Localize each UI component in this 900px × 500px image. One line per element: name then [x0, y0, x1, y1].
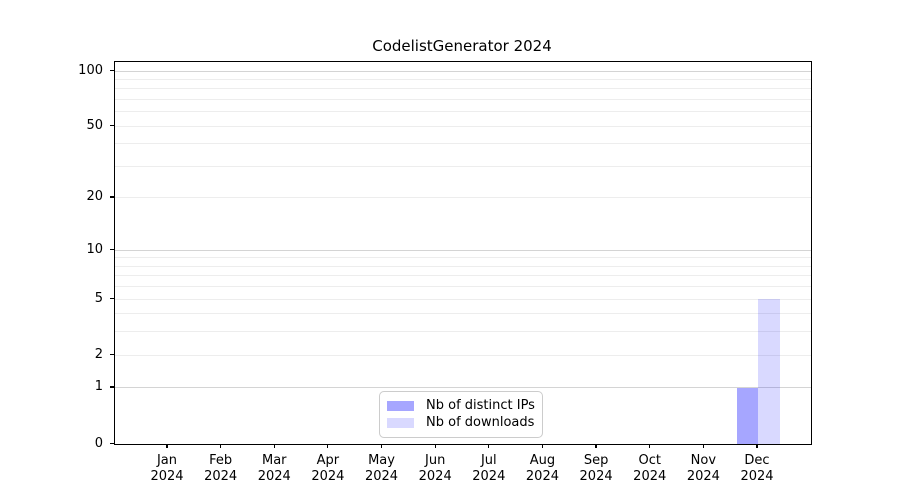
- x-tick-label-month: Apr: [316, 453, 340, 468]
- x-tick: [488, 444, 490, 448]
- minor-gridline: [115, 331, 811, 333]
- distinct-ips-swatch: [387, 400, 414, 411]
- minor-gridline: [115, 354, 811, 356]
- x-tick: [434, 444, 436, 448]
- y-tick: [110, 248, 114, 250]
- y-tick-label: 1: [94, 379, 103, 395]
- legend: Nb of distinct IPs Nb of downloads: [379, 391, 543, 438]
- minor-gridline: [115, 143, 811, 145]
- x-tick-label: Feb 2024: [194, 453, 248, 484]
- x-tick-label-month: Oct: [638, 453, 661, 468]
- minor-gridline: [115, 78, 811, 80]
- y-tick-label: 2: [94, 346, 103, 362]
- minor-gridline: [115, 257, 811, 259]
- x-tick-label: Apr 2024: [301, 453, 355, 484]
- minor-gridline: [115, 275, 811, 277]
- major-gridline: [115, 387, 811, 389]
- x-tick-label-year: 2024: [418, 468, 452, 484]
- x-tick-label-year: 2024: [257, 468, 291, 484]
- minor-gridline: [115, 166, 811, 167]
- y-tick-label: 50: [86, 117, 103, 133]
- chart-title: CodelistGenerator 2024: [372, 37, 552, 55]
- x-tick-label-year: 2024: [472, 468, 506, 484]
- legend-item-downloads: Nb of downloads: [387, 414, 534, 431]
- bar-downloads: [758, 299, 780, 444]
- x-tick-label-month: Nov: [690, 453, 717, 468]
- x-tick: [649, 444, 651, 448]
- x-tick-label-month: Jul: [480, 453, 497, 468]
- x-tick-label-month: Feb: [209, 453, 233, 468]
- y-tick-label: 5: [94, 290, 103, 306]
- minor-gridline: [115, 111, 811, 113]
- y-tick: [110, 442, 114, 444]
- y-tick-label: 100: [78, 62, 103, 78]
- x-tick-label-month: Jun: [425, 453, 446, 468]
- x-tick-label-year: 2024: [204, 468, 238, 484]
- legend-label: Nb of distinct IPs: [426, 398, 535, 413]
- x-tick: [220, 444, 222, 448]
- x-tick-label-month: Mar: [262, 453, 287, 468]
- x-tick-label: Jan 2024: [140, 453, 194, 484]
- y-tick-label: 0: [94, 435, 103, 451]
- plot-area: [114, 61, 812, 445]
- y-tick: [110, 353, 114, 355]
- x-tick-label: Jun 2024: [408, 453, 462, 484]
- bar-distinct-ips: [736, 387, 758, 444]
- x-tick-label-year: 2024: [579, 468, 613, 484]
- y-tick: [110, 386, 114, 388]
- x-tick-label-year: 2024: [525, 468, 559, 484]
- minor-gridline: [115, 88, 811, 90]
- downloads-swatch: [387, 417, 414, 428]
- y-tick-label: 10: [86, 241, 103, 257]
- legend-label: Nb of downloads: [426, 415, 535, 430]
- x-tick-label-month: May: [368, 453, 395, 468]
- minor-gridline: [115, 313, 811, 315]
- x-tick-label: Aug 2024: [515, 453, 569, 484]
- x-tick-label: Dec 2024: [730, 453, 784, 484]
- y-tick: [110, 69, 114, 71]
- x-tick: [702, 444, 704, 448]
- major-gridline: [115, 70, 811, 72]
- x-tick-label: Mar 2024: [247, 453, 301, 484]
- x-tick-label-year: 2024: [150, 468, 184, 484]
- x-tick: [595, 444, 597, 448]
- x-tick-label: Oct 2024: [623, 453, 677, 484]
- x-tick-label-year: 2024: [311, 468, 345, 484]
- y-tick-label: 20: [86, 189, 103, 205]
- x-tick-label-year: 2024: [364, 468, 399, 484]
- x-tick-label-year: 2024: [633, 468, 667, 484]
- x-tick: [327, 444, 329, 448]
- minor-gridline: [115, 265, 811, 267]
- minor-gridline: [115, 286, 811, 288]
- minor-gridline: [115, 298, 811, 300]
- x-tick-label: Nov 2024: [676, 453, 730, 484]
- y-tick: [110, 297, 114, 299]
- x-tick: [380, 444, 383, 448]
- x-tick-label-month: Sep: [583, 453, 609, 468]
- x-tick-label-year: 2024: [686, 468, 720, 484]
- y-tick: [110, 124, 114, 126]
- major-gridline: [115, 249, 811, 251]
- legend-item-distinct-ips: Nb of distinct IPs: [387, 397, 535, 414]
- x-tick-label-month: Aug: [529, 453, 556, 468]
- minor-gridline: [115, 125, 811, 127]
- x-tick-label: Jul 2024: [462, 453, 516, 484]
- minor-gridline: [115, 197, 811, 199]
- x-tick-label: May 2024: [355, 453, 409, 484]
- minor-gridline: [115, 99, 811, 101]
- x-tick-label-month: Dec: [744, 453, 770, 468]
- x-tick: [756, 444, 758, 448]
- x-tick: [541, 444, 544, 448]
- x-tick-label-month: Jan: [156, 453, 178, 468]
- x-tick-label: Sep 2024: [569, 453, 623, 484]
- y-tick: [110, 196, 114, 198]
- x-tick: [166, 444, 168, 448]
- x-tick: [273, 444, 275, 448]
- x-tick-label-year: 2024: [740, 468, 774, 484]
